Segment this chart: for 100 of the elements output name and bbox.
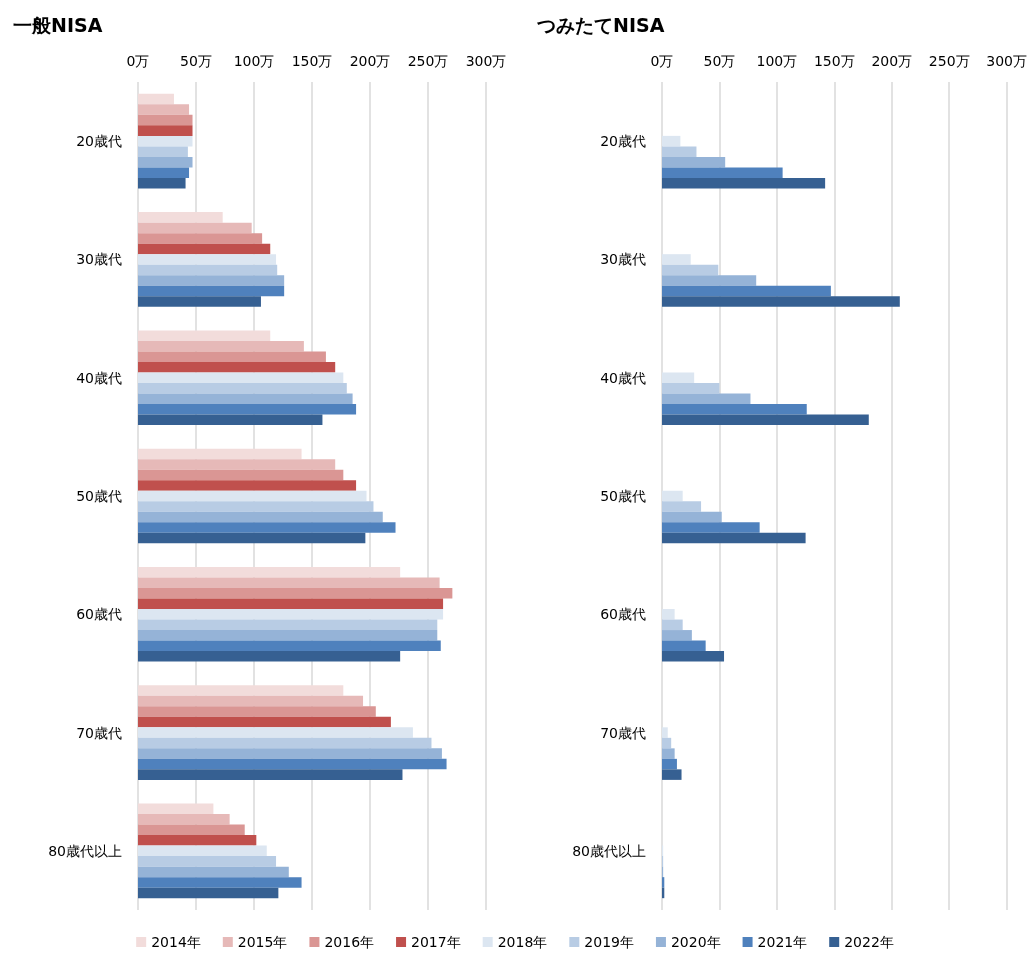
bar: [138, 167, 190, 178]
bar: [138, 835, 257, 846]
bar: [662, 522, 760, 533]
bar: [662, 135, 681, 147]
bar: [138, 480, 357, 491]
bar: [138, 296, 261, 307]
bar: [662, 382, 720, 394]
bar: [138, 414, 323, 426]
x-tick-label: 300万: [986, 53, 1028, 69]
y-tick-label: 50歳代: [76, 488, 122, 504]
y-tick-label: 20歳代: [76, 133, 122, 150]
bar: [138, 351, 326, 362]
bar: [138, 522, 396, 533]
bar: [138, 640, 441, 652]
legend-label: 2017年: [411, 934, 461, 950]
x-tick-label: 100万: [233, 53, 275, 69]
bar: [138, 737, 432, 749]
bar: [138, 233, 263, 244]
bar: [138, 716, 391, 728]
legend-label: 2015年: [237, 934, 288, 950]
bar: [138, 598, 444, 610]
bar: [138, 104, 190, 115]
bar: [138, 511, 383, 523]
bar: [138, 758, 447, 770]
x-tick-label: 250万: [928, 53, 970, 69]
bar: [138, 866, 289, 878]
bar: [138, 619, 438, 631]
bar: [138, 877, 302, 888]
y-tick-label: 60歳代: [600, 606, 646, 623]
bar: [138, 212, 223, 223]
bar: [138, 177, 186, 189]
x-tick-label: 50万: [703, 53, 736, 69]
bar: [662, 727, 668, 738]
legend-label: 2019年: [584, 934, 634, 950]
bar: [138, 285, 285, 297]
bar: [138, 243, 271, 255]
bar: [138, 114, 193, 126]
bar: [138, 588, 453, 599]
bar: [662, 372, 695, 383]
y-tick-label: 30歳代: [76, 251, 122, 268]
bar: [662, 285, 831, 297]
bar: [138, 577, 440, 588]
bar: [662, 619, 683, 631]
x-tick-label: 0万: [650, 53, 674, 69]
bar: [662, 254, 691, 265]
bar: [662, 296, 900, 307]
x-tick-label: 100万: [756, 53, 798, 69]
legend-label: 2018年: [497, 934, 548, 950]
bar: [138, 459, 336, 470]
bar: [138, 448, 302, 460]
bar: [138, 490, 367, 502]
bar: [662, 275, 757, 286]
bar: [662, 532, 806, 544]
bar: [662, 748, 675, 759]
y-tick-label: 20歳代: [600, 133, 646, 150]
legend-label: 2022年: [844, 934, 894, 950]
x-tick-label: 0万: [126, 53, 150, 69]
bar: [138, 706, 376, 717]
bar: [138, 814, 230, 825]
bar: [662, 737, 672, 749]
bar: [138, 748, 442, 759]
bar: [138, 727, 413, 738]
bar: [662, 651, 725, 662]
x-tick-label: 300万: [465, 53, 507, 69]
bar: [138, 630, 438, 641]
legend-label: 2014年: [151, 934, 201, 950]
bar: [138, 803, 214, 815]
bar: [662, 640, 706, 652]
bar: [662, 769, 682, 780]
chart-title: つみたてNISA: [537, 13, 665, 36]
x-tick-label: 50万: [180, 53, 212, 69]
y-tick-label: 30歳代: [600, 251, 646, 268]
bar: [662, 167, 783, 178]
bar: [662, 511, 722, 523]
bar: [662, 490, 683, 502]
y-tick-label: 40歳代: [600, 369, 646, 386]
bar: [138, 382, 347, 394]
bar: [138, 769, 403, 780]
bar: [662, 609, 675, 620]
bar: [138, 532, 366, 544]
bar: [138, 135, 193, 147]
bar: [662, 264, 719, 276]
bar: [138, 264, 278, 276]
bar: [138, 856, 277, 867]
bar: [138, 156, 193, 168]
bar: [662, 414, 869, 426]
bar: [138, 651, 401, 662]
bar: [662, 156, 726, 168]
bar: [662, 393, 751, 404]
y-tick-label: 80歳代以上: [48, 842, 122, 859]
legend-label: 2021年: [757, 934, 808, 950]
bar: [662, 404, 807, 415]
x-tick-label: 150万: [813, 53, 855, 69]
bar: [662, 877, 665, 888]
bar: [138, 93, 174, 105]
bar: [662, 758, 677, 770]
bar: [138, 887, 279, 899]
legend-label: 2016年: [324, 934, 375, 950]
x-tick-label: 150万: [291, 53, 333, 69]
bar: [138, 845, 267, 857]
